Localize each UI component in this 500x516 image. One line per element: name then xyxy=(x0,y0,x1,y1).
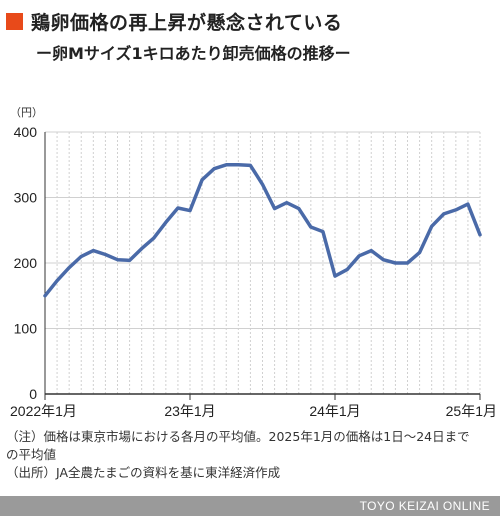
y-tick-label: 400 xyxy=(14,124,38,140)
title-marker xyxy=(6,13,23,30)
x-tick-label: 25年1月 xyxy=(446,403,497,419)
title-row: 鶏卵価格の再上昇が懸念されている xyxy=(6,8,342,35)
x-tick-label: 24年1月 xyxy=(309,403,360,419)
footnotes: （注）価格は東京市場における各月の平均値。2025年1月の価格は1日～24日まで… xyxy=(6,428,496,482)
footer-bar: TOYO KEIZAI ONLINE xyxy=(0,496,500,516)
line-chart: 0 100 200 300 400 （円） 2022年1月 23年1月 24年1月 25年1月 xyxy=(10,106,497,419)
y-tick-label: 100 xyxy=(14,321,38,337)
chart-subtitle: ー卵Mサイズ1キロあたり卸売価格の推移ー xyxy=(36,44,351,63)
source-line: （出所）JA全農たまごの資料を基に東洋経済作成 xyxy=(6,465,281,480)
x-tick-label: 23年1月 xyxy=(164,403,215,419)
y-axis-unit-label: （円） xyxy=(10,106,43,119)
y-tick-label: 200 xyxy=(14,255,38,271)
note-line-2: の平均値 xyxy=(6,447,57,462)
y-tick-label: 0 xyxy=(29,386,37,402)
brand-label: TOYO KEIZAI ONLINE xyxy=(359,499,490,513)
x-tick-label: 2022年1月 xyxy=(10,403,77,419)
y-tick-label: 300 xyxy=(14,190,38,206)
note-line-1: （注）価格は東京市場における各月の平均値。2025年1月の価格は1日～24日まで xyxy=(6,429,470,444)
chart-title: 鶏卵価格の再上昇が懸念されている xyxy=(31,12,343,34)
